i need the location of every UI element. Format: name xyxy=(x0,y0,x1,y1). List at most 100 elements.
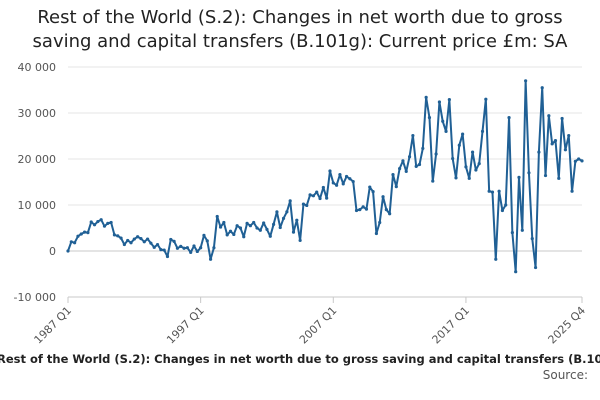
data-point xyxy=(391,173,395,177)
data-point xyxy=(530,236,534,241)
data-point xyxy=(96,219,100,224)
data-point xyxy=(547,114,551,118)
x-tick-label: 1997 Q1 xyxy=(164,304,207,347)
data-point xyxy=(567,133,571,138)
data-point xyxy=(218,225,223,229)
data-point xyxy=(411,133,415,138)
y-tick-label: -10 000 xyxy=(14,291,56,304)
data-point xyxy=(371,190,375,194)
data-point xyxy=(235,224,239,228)
data-point xyxy=(281,216,286,220)
data-point xyxy=(388,212,392,216)
data-point xyxy=(470,150,475,154)
data-point xyxy=(427,116,432,120)
data-point xyxy=(248,224,252,228)
data-point xyxy=(550,142,554,146)
data-point xyxy=(66,249,70,253)
data-point xyxy=(305,203,309,208)
data-point xyxy=(540,86,544,90)
data-point xyxy=(447,98,451,102)
data-point xyxy=(232,232,236,237)
data-point xyxy=(89,220,93,224)
data-point xyxy=(119,236,123,240)
data-point xyxy=(155,242,160,247)
y-tick-label: 0 xyxy=(49,245,56,258)
data-point xyxy=(212,246,216,250)
data-point xyxy=(258,228,262,232)
data-point xyxy=(262,221,266,225)
y-tick-label: 10 000 xyxy=(18,199,57,212)
data-point xyxy=(457,143,461,147)
data-point xyxy=(102,224,107,228)
data-point xyxy=(494,257,498,261)
data-point xyxy=(557,176,561,180)
data-point xyxy=(308,193,312,197)
data-point xyxy=(580,159,584,163)
data-point xyxy=(99,218,103,222)
data-point xyxy=(238,226,243,230)
data-point xyxy=(301,202,306,206)
data-point xyxy=(318,196,322,201)
data-point xyxy=(341,182,345,186)
x-tick-label: 2007 Q1 xyxy=(297,304,340,347)
data-point xyxy=(192,244,196,248)
footer-caption-text: Rest of the World (S.2): Changes in net … xyxy=(0,352,600,366)
data-point xyxy=(69,240,73,244)
data-point xyxy=(351,179,355,184)
data-point xyxy=(208,257,213,261)
data-point xyxy=(514,270,518,274)
data-point xyxy=(169,237,173,242)
data-point xyxy=(288,199,292,203)
data-point xyxy=(520,228,524,232)
data-point xyxy=(275,210,279,214)
data-point xyxy=(76,234,80,238)
data-point xyxy=(265,227,269,231)
data-point xyxy=(401,159,405,163)
data-point xyxy=(510,231,514,235)
data-point xyxy=(129,241,133,245)
data-point xyxy=(414,164,418,168)
data-point xyxy=(344,174,349,179)
data-point xyxy=(407,155,412,159)
data-point xyxy=(570,189,574,193)
footer-caption: Rest of the World (S.2): Changes in net … xyxy=(0,352,600,368)
data-point xyxy=(321,185,325,190)
data-point xyxy=(145,237,150,241)
data-point xyxy=(202,233,206,237)
data-point xyxy=(500,208,505,213)
data-point xyxy=(374,231,378,236)
data-point xyxy=(252,220,256,225)
y-tick-label: 30 000 xyxy=(18,107,57,120)
data-point xyxy=(175,246,180,250)
x-tick-label: 2017 Q1 xyxy=(430,304,473,347)
data-point xyxy=(255,226,259,230)
data-point xyxy=(225,233,229,237)
data-point xyxy=(122,242,126,247)
data-point xyxy=(278,225,282,230)
data-point xyxy=(73,241,77,245)
data-point xyxy=(126,238,130,243)
data-point xyxy=(474,168,478,172)
data-point xyxy=(497,189,501,193)
data-point xyxy=(381,195,385,199)
data-point xyxy=(444,129,448,133)
data-point xyxy=(431,179,435,183)
data-point xyxy=(338,173,342,177)
data-point xyxy=(517,175,521,179)
data-point xyxy=(106,221,110,225)
data-point xyxy=(215,214,219,219)
data-point xyxy=(573,159,577,163)
data-point xyxy=(451,156,455,161)
data-point xyxy=(159,248,163,252)
data-point xyxy=(205,239,209,243)
y-tick-label: 40 000 xyxy=(18,61,57,74)
data-point xyxy=(242,235,246,239)
data-point xyxy=(328,169,332,173)
source-label: Source: xyxy=(542,368,588,382)
chart-title: Rest of the World (S.2): Changes in net … xyxy=(0,6,600,54)
data-point xyxy=(295,218,299,222)
data-point xyxy=(527,171,531,175)
data-point xyxy=(543,173,548,178)
data-point xyxy=(464,165,468,169)
